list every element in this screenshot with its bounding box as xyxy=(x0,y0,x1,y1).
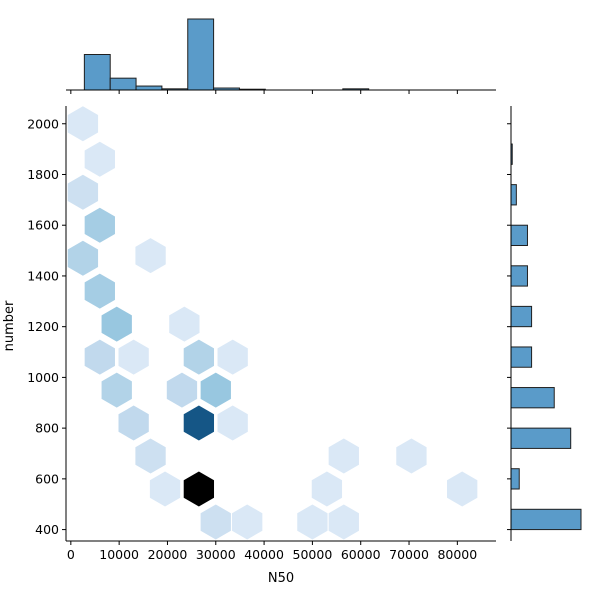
hexbin-cell xyxy=(232,504,263,540)
top-histogram-bar xyxy=(187,18,215,91)
y-tick-label: 800 xyxy=(35,421,59,436)
hexbin-cell xyxy=(84,207,115,243)
right-histogram-bar xyxy=(510,346,533,368)
x-tick-label: 30000 xyxy=(196,547,236,562)
hexbin-cell xyxy=(84,339,115,375)
hexbin-cell xyxy=(166,372,198,408)
hexbin-cell xyxy=(183,405,215,441)
hexbin-cell xyxy=(84,273,115,309)
hexbin-cell xyxy=(135,238,166,274)
right-histogram-bar xyxy=(510,184,517,206)
hexbin-cell xyxy=(118,405,149,441)
hexbin-cell xyxy=(396,438,427,474)
hexbin-cell xyxy=(297,504,328,540)
hexbin-cell xyxy=(169,306,200,342)
x-tick-label: 50000 xyxy=(293,547,333,562)
y-tick-label: 1800 xyxy=(27,167,59,182)
hexbin-cell xyxy=(447,471,478,507)
hexbin-cell xyxy=(217,405,248,441)
top-histogram-bar xyxy=(83,54,111,91)
y-tick-label: 2000 xyxy=(27,116,59,131)
hexbin-cell xyxy=(217,339,248,375)
y-tick-label: 1600 xyxy=(27,218,59,233)
hexbin-cell xyxy=(200,504,231,540)
y-tick-label: 600 xyxy=(35,471,59,486)
hexbin-cell xyxy=(84,141,115,177)
y-axis-label: number xyxy=(2,300,17,351)
axes: 0 10000 20000 30000 40000 50000 60000 70000 8000… xyxy=(27,106,496,562)
hexbin-cell xyxy=(67,174,99,210)
y-tick-label: 1400 xyxy=(27,268,59,283)
x-tick-label: 10000 xyxy=(99,547,139,562)
x-axis-label: N50 xyxy=(268,571,294,586)
y-tick-label: 1000 xyxy=(27,370,59,385)
hexbin-layer xyxy=(67,106,478,540)
x-tick-label: 20000 xyxy=(148,547,188,562)
x-tick-label: 60000 xyxy=(341,547,381,562)
top-histogram-bar xyxy=(109,77,137,91)
right-histogram-bar xyxy=(510,305,533,328)
top-marginal-histogram xyxy=(66,18,496,94)
x-tick-label: 80000 xyxy=(437,547,477,562)
hexbin-cell xyxy=(328,438,359,474)
hexbin-cell xyxy=(101,306,132,342)
hexbin-cell xyxy=(118,339,149,375)
hexbin-cell xyxy=(67,106,99,142)
right-histogram-bar xyxy=(510,427,572,449)
right-histogram-bar xyxy=(510,387,555,409)
hexbin-cell xyxy=(67,240,99,276)
right-histogram-bar xyxy=(510,265,528,287)
x-tick-label: 70000 xyxy=(389,547,429,562)
hexbin-cell xyxy=(328,504,359,540)
right-histogram-bar xyxy=(510,508,582,531)
right-histogram-bar xyxy=(510,468,520,490)
hexbin-cell xyxy=(183,471,215,507)
hexbin-cell xyxy=(101,372,132,408)
x-tick-label: 0 xyxy=(67,547,75,562)
hexbin-cell xyxy=(149,471,181,507)
right-marginal-histogram xyxy=(507,106,582,541)
y-tick-label: 400 xyxy=(35,522,59,537)
top-histogram-bar xyxy=(135,85,163,91)
x-tick-label: 40000 xyxy=(244,547,284,562)
hexbin-cell xyxy=(311,471,343,507)
right-histogram-bar xyxy=(510,224,528,247)
y-tick-label: 1200 xyxy=(27,319,59,334)
hexbin-cell xyxy=(135,438,166,474)
hexbin-cell xyxy=(183,339,215,375)
hexbin-cell xyxy=(200,372,231,408)
